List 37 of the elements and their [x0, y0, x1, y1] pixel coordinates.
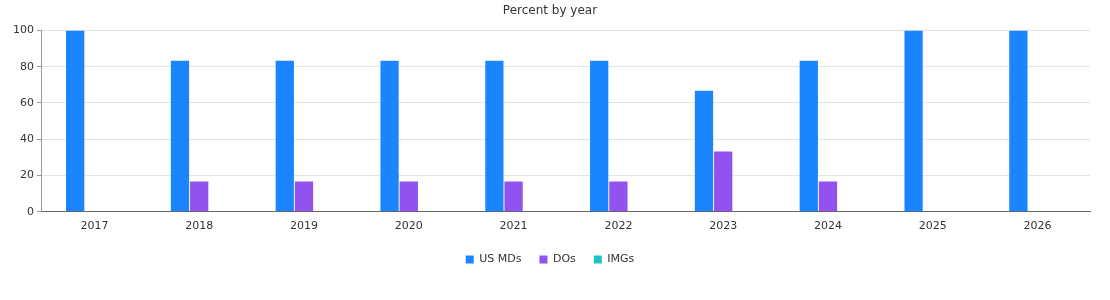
x-tick-label: 2026 — [1023, 219, 1052, 233]
bar — [485, 60, 504, 212]
legend-label: DOs — [552, 252, 577, 266]
x-tick-label: 2018 — [185, 219, 214, 233]
x-tick-label: 2019 — [290, 219, 318, 233]
bar — [399, 181, 418, 212]
y-tick-label: 0 — [27, 204, 34, 218]
x-tick-label: 2024 — [814, 219, 842, 233]
bar — [294, 181, 314, 212]
bar — [504, 181, 523, 212]
legend-label: US MDs — [479, 252, 522, 266]
legend-label: IMGs — [607, 252, 635, 266]
x-tick-label: 2022 — [604, 219, 633, 233]
bar — [170, 60, 190, 212]
bar — [818, 181, 838, 212]
x-tick-label: 2025 — [918, 219, 947, 233]
x-tick-label: 2017 — [80, 219, 109, 233]
x-tick-label: 2021 — [499, 219, 528, 233]
y-tick-label: 60 — [20, 95, 34, 109]
y-tick-label: 100 — [13, 23, 34, 37]
bar — [590, 60, 609, 212]
bar — [380, 60, 399, 212]
bar — [1009, 30, 1028, 212]
bar — [714, 151, 733, 212]
bar — [694, 90, 714, 212]
x-tick-label: 2023 — [709, 219, 738, 233]
bar — [66, 30, 85, 212]
y-tick-label: 20 — [20, 168, 34, 182]
bar — [799, 60, 818, 212]
y-tick-label: 40 — [20, 132, 34, 146]
bar — [190, 181, 209, 212]
chart-title: Percent by year — [502, 3, 598, 18]
bar — [904, 30, 923, 212]
x-tick-label: 2020 — [394, 219, 423, 233]
bar — [609, 181, 628, 212]
y-tick-label: 80 — [20, 59, 34, 73]
bar — [275, 60, 294, 212]
